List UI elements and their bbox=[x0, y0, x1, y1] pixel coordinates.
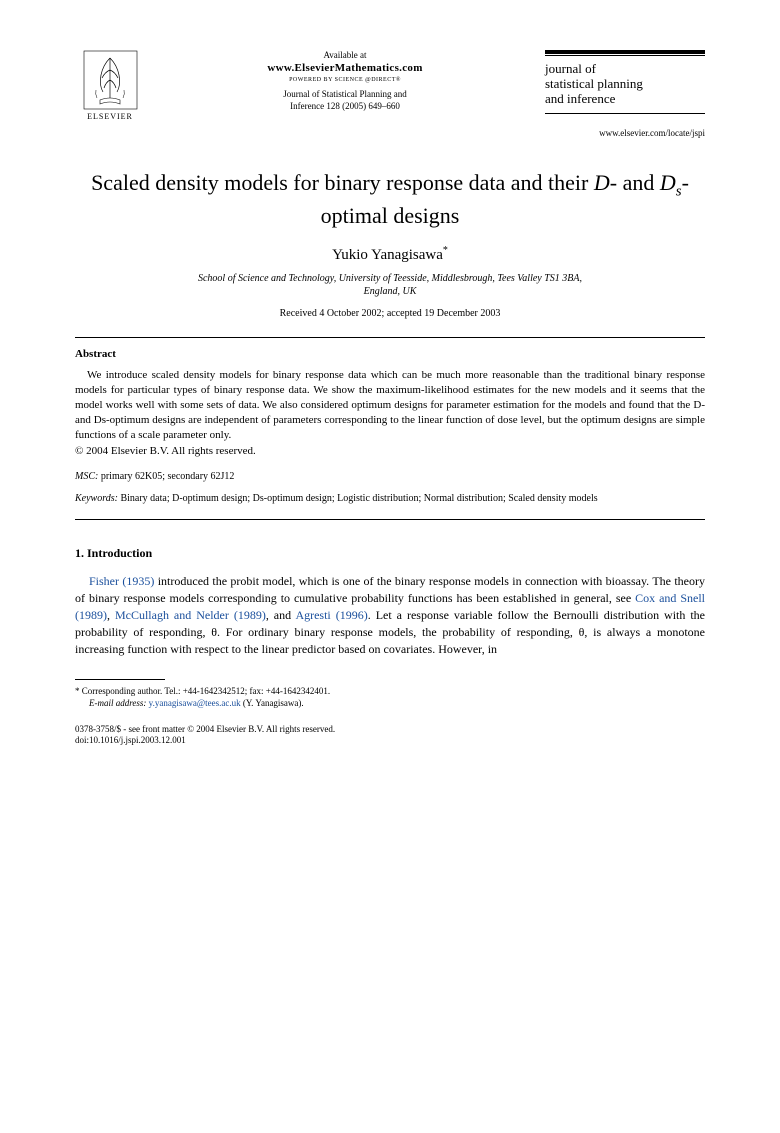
journal-ref-line: Journal of Statistical Planning and bbox=[283, 89, 406, 99]
keywords-label: Keywords: bbox=[75, 493, 118, 504]
citation-link[interactable]: McCullagh and Nelder (1989) bbox=[115, 608, 266, 622]
section-heading: 1. Introduction bbox=[75, 546, 705, 561]
elsevier-math-url: www.ElsevierMathematics.com bbox=[165, 62, 525, 74]
elsevier-tree-icon bbox=[83, 50, 138, 110]
email-link[interactable]: y.yanagisawa@tees.ac.uk bbox=[149, 698, 241, 708]
article-title: Scaled density models for binary respons… bbox=[75, 168, 705, 231]
rule bbox=[75, 337, 705, 338]
available-at-label: Available at bbox=[165, 50, 525, 60]
abstract-body: We introduce scaled density models for b… bbox=[75, 368, 705, 442]
header-center: Available at www.ElsevierMathematics.com… bbox=[145, 50, 545, 112]
corresponding-footnote: * Corresponding author. Tel.: +44-164234… bbox=[75, 685, 705, 697]
rule bbox=[545, 55, 705, 56]
keywords-value: Binary data; D-optimum design; Ds-optimu… bbox=[118, 493, 598, 504]
header-right: journal of statistical planning and infe… bbox=[545, 50, 705, 138]
intro-paragraph: Fisher (1935) introduced the probit mode… bbox=[75, 573, 705, 657]
publisher-name: ELSEVIER bbox=[87, 112, 133, 121]
keywords-line: Keywords: Binary data; D-optimum design;… bbox=[75, 492, 705, 505]
footnote-text: * Corresponding author. Tel.: bbox=[75, 686, 183, 696]
telephone: +44-1642342512 bbox=[183, 686, 245, 696]
journal-name-line: and inference bbox=[545, 91, 615, 106]
publisher-logo: ELSEVIER bbox=[75, 50, 145, 121]
author-line: Yukio Yanagisawa* bbox=[75, 245, 705, 264]
page-footer: 0378-3758/$ - see front matter © 2004 El… bbox=[75, 724, 705, 747]
msc-label: MSC: bbox=[75, 471, 98, 482]
issn-line: 0378-3758/$ - see front matter © 2004 El… bbox=[75, 724, 705, 736]
email-label: E-mail address: bbox=[89, 698, 146, 708]
corresponding-mark: * bbox=[443, 245, 448, 256]
powered-by-label: POWERED BY SCIENCE @DIRECT® bbox=[165, 77, 525, 83]
rule bbox=[545, 113, 705, 114]
journal-reference: Journal of Statistical Planning and Infe… bbox=[165, 89, 525, 112]
footnote-rule bbox=[75, 679, 165, 680]
affiliation-line: School of Science and Technology, Univer… bbox=[198, 273, 582, 284]
title-var: D bbox=[660, 170, 676, 195]
email-footnote: E-mail address: y.yanagisawa@tees.ac.uk … bbox=[75, 697, 705, 709]
journal-ref-line: Inference 128 (2005) 649–660 bbox=[290, 101, 400, 111]
body-text: , bbox=[107, 608, 115, 622]
msc-value: primary 62K05; secondary 62J12 bbox=[98, 471, 234, 482]
page-header: ELSEVIER Available at www.ElsevierMathem… bbox=[75, 50, 705, 138]
msc-line: MSC: primary 62K05; secondary 62J12 bbox=[75, 471, 705, 482]
journal-name-line: statistical planning bbox=[545, 76, 643, 91]
rule bbox=[75, 519, 705, 520]
journal-url: www.elsevier.com/locate/jspi bbox=[545, 128, 705, 138]
citation-link[interactable]: Fisher (1935) bbox=[89, 574, 154, 588]
rule bbox=[545, 50, 705, 54]
title-var: D bbox=[594, 170, 610, 195]
author-name: Yukio Yanagisawa bbox=[332, 247, 443, 263]
abstract-heading: Abstract bbox=[75, 348, 705, 360]
citation-link[interactable]: Agresti (1996) bbox=[295, 608, 367, 622]
body-text: introduced the probit model, which is on… bbox=[75, 574, 705, 605]
title-text: Scaled density models for binary respons… bbox=[91, 170, 594, 195]
title-text: - and bbox=[610, 170, 660, 195]
email-suffix: (Y. Yanagisawa). bbox=[241, 698, 304, 708]
copyright-line: © 2004 Elsevier B.V. All rights reserved… bbox=[75, 445, 705, 457]
journal-name-line: journal of bbox=[545, 61, 596, 76]
footnote-text: ; fax: bbox=[245, 686, 266, 696]
journal-title: journal of statistical planning and infe… bbox=[545, 62, 705, 107]
article-dates: Received 4 October 2002; accepted 19 Dec… bbox=[75, 308, 705, 319]
fax: +44-1642342401. bbox=[266, 686, 330, 696]
affiliation: School of Science and Technology, Univer… bbox=[75, 272, 705, 298]
body-text: , and bbox=[266, 608, 296, 622]
doi-line: doi:10.1016/j.jspi.2003.12.001 bbox=[75, 735, 705, 747]
affiliation-line: England, UK bbox=[364, 286, 417, 297]
